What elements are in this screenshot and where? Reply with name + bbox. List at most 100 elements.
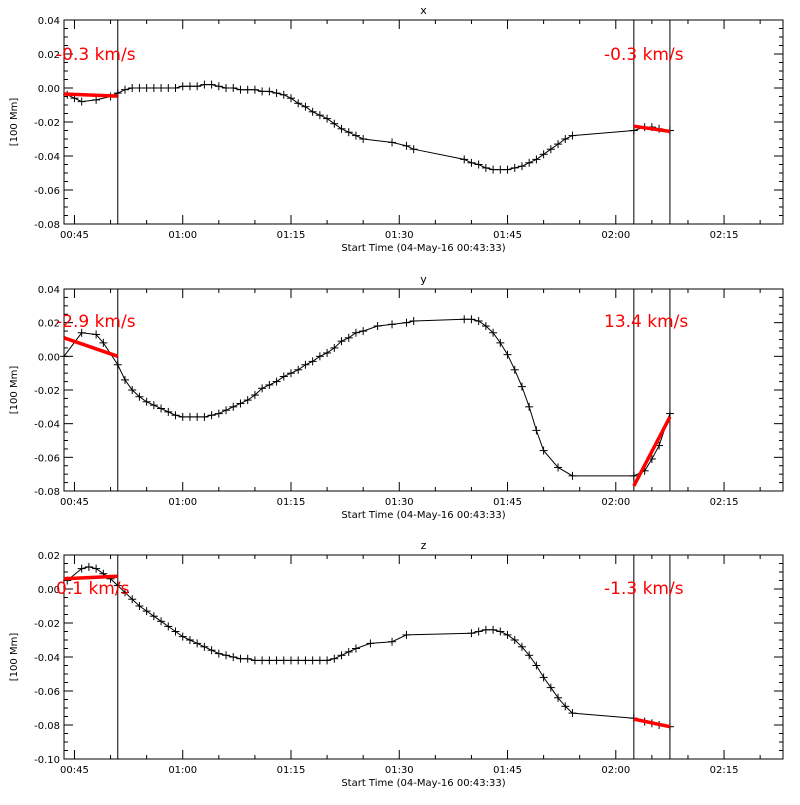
fit-line xyxy=(63,574,118,581)
data-point xyxy=(503,350,512,359)
x-tick-label: 01:15 xyxy=(277,230,306,241)
data-point xyxy=(113,581,122,590)
data-point xyxy=(503,165,512,174)
x-axis-label: Start Time (04-May-16 00:43:33) xyxy=(341,243,505,254)
x-tick-label: 01:00 xyxy=(168,230,197,241)
data-point xyxy=(510,636,519,644)
y-tick-label: -0.04 xyxy=(34,653,60,664)
y-tick-label: 0.04 xyxy=(38,285,60,296)
data-point xyxy=(149,612,158,621)
data-point xyxy=(474,316,483,325)
data-point xyxy=(243,85,252,94)
data-point xyxy=(222,406,231,415)
y-tick-label: 0.00 xyxy=(38,352,60,363)
y-axis-label: [100 Mm] xyxy=(9,98,20,147)
fit-line xyxy=(63,92,118,98)
data-point xyxy=(359,135,368,143)
y-tick-label: -0.08 xyxy=(34,487,60,498)
data-point xyxy=(315,352,324,361)
fit-line xyxy=(632,416,672,487)
data-point xyxy=(315,656,324,665)
chart-title: x xyxy=(420,4,427,17)
data-point xyxy=(178,82,187,91)
velocity-annotation: -0.3 km/s xyxy=(604,45,684,65)
data-point xyxy=(532,155,541,164)
x-tick-label: 00:45 xyxy=(60,230,89,241)
data-point xyxy=(207,646,216,655)
data-point xyxy=(402,318,411,327)
data-point xyxy=(149,401,158,410)
velocity-annotation: 13.4 km/s xyxy=(604,312,688,332)
data-point xyxy=(272,656,281,665)
x-tick-label: 01:00 xyxy=(168,497,197,508)
data-point xyxy=(157,617,166,626)
data-point xyxy=(229,653,238,661)
data-point xyxy=(496,627,505,636)
data-point xyxy=(315,111,324,120)
data-point xyxy=(351,131,360,140)
data-point xyxy=(561,702,570,711)
data-point xyxy=(344,333,353,342)
x-tick-label: 02:00 xyxy=(601,230,630,241)
data-point xyxy=(193,412,202,421)
data-point xyxy=(157,404,166,413)
data-point xyxy=(157,84,166,92)
x-tick-label: 01:45 xyxy=(493,497,522,508)
data-point xyxy=(222,84,231,92)
data-point xyxy=(236,399,245,408)
data-point xyxy=(128,595,137,604)
data-point xyxy=(120,85,129,94)
data-point xyxy=(265,656,274,665)
data-point xyxy=(113,360,122,369)
data-point xyxy=(272,377,281,386)
y-axis-label: [100 Mm] xyxy=(9,366,20,415)
data-point xyxy=(185,636,194,644)
data-point xyxy=(561,135,570,143)
x-tick-label: 00:45 xyxy=(60,497,89,508)
data-point xyxy=(467,158,476,167)
data-point xyxy=(351,644,360,653)
data-point xyxy=(308,656,317,665)
data-point xyxy=(568,471,577,480)
data-point xyxy=(546,145,555,154)
data-point xyxy=(250,656,259,665)
data-point xyxy=(171,627,180,636)
data-point xyxy=(402,630,411,639)
data-point xyxy=(279,90,288,99)
x-tick-label: 02:15 xyxy=(710,230,739,241)
data-point xyxy=(171,411,180,420)
data-point xyxy=(489,165,498,174)
data-point xyxy=(460,155,469,164)
data-point xyxy=(294,656,303,665)
data-point xyxy=(554,463,563,472)
data-point xyxy=(525,651,534,660)
data-point xyxy=(496,338,505,347)
data-point xyxy=(178,632,187,641)
data-point xyxy=(308,107,317,116)
fit-line xyxy=(633,717,671,729)
data-point xyxy=(200,642,209,651)
data-point xyxy=(164,622,173,631)
data-point xyxy=(193,82,202,91)
x-axis-label: Start Time (04-May-16 00:43:33) xyxy=(341,510,505,521)
data-point xyxy=(243,396,252,405)
y-axis-label: [100 Mm] xyxy=(9,633,20,682)
data-point xyxy=(323,114,332,123)
x-tick-label: 00:45 xyxy=(60,765,89,776)
data-point xyxy=(200,80,209,89)
chart-panel-y: 00:45 01:00 01:15 01:30 01:45 02:00 02:15 -0.08… xyxy=(9,273,784,521)
chart-panel-z: 00:45 01:00 01:15 01:30 01:45 02:00 02:15 -0.10… xyxy=(9,539,784,789)
data-point xyxy=(366,639,375,648)
data-point xyxy=(286,369,295,378)
data-point xyxy=(294,99,303,108)
x-tick-label: 01:15 xyxy=(277,497,306,508)
data-point xyxy=(409,145,418,154)
data-point xyxy=(546,683,555,692)
data-point xyxy=(185,82,194,91)
chart-title: z xyxy=(421,539,427,552)
data-point xyxy=(135,392,144,401)
data-point xyxy=(250,85,259,94)
x-axis-label: Start Time (04-May-16 00:43:33) xyxy=(341,778,505,789)
data-point xyxy=(77,564,86,573)
